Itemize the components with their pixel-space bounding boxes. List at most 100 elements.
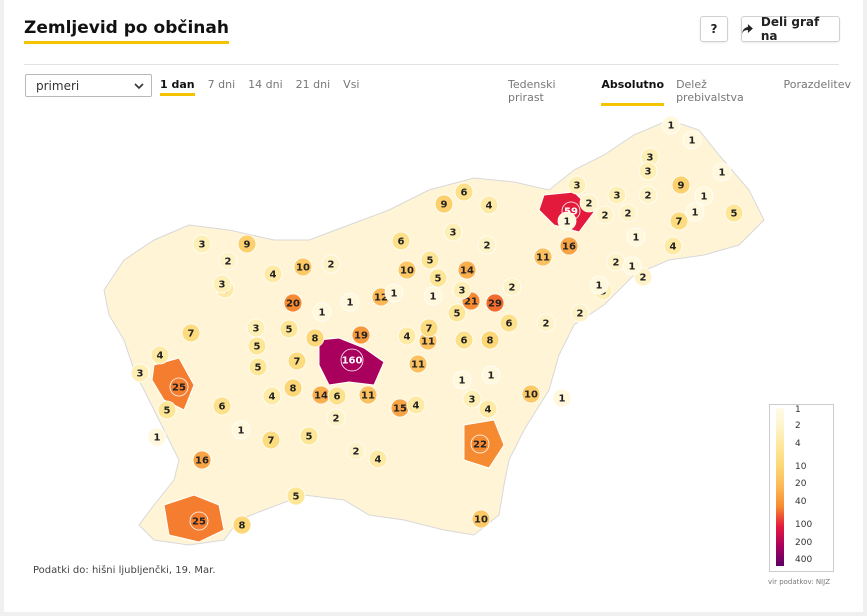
municipality-region[interactable] bbox=[312, 302, 332, 322]
municipality-region[interactable] bbox=[589, 275, 609, 295]
tab-tedenski-prirast[interactable]: Tedenski prirast bbox=[508, 78, 556, 104]
municipality-region[interactable] bbox=[169, 377, 189, 397]
municipality-region[interactable] bbox=[533, 247, 553, 267]
municipality-region[interactable] bbox=[443, 222, 463, 242]
municipality-region[interactable] bbox=[557, 211, 577, 231]
municipality-region[interactable] bbox=[622, 256, 642, 276]
municipality-region[interactable] bbox=[471, 509, 491, 529]
municipality-region[interactable] bbox=[479, 195, 499, 215]
municipality-region[interactable] bbox=[130, 363, 150, 383]
municipality-region[interactable] bbox=[248, 357, 268, 377]
tab-vsi[interactable]: Vsi bbox=[343, 78, 360, 91]
municipality-region[interactable] bbox=[283, 293, 303, 313]
municipality-region[interactable] bbox=[150, 345, 170, 365]
municipality-region[interactable] bbox=[447, 303, 467, 323]
tab-porazdelitev[interactable]: Porazdelitev bbox=[783, 78, 851, 91]
tab-7-dni[interactable]: 7 dni bbox=[207, 78, 236, 91]
municipality-region[interactable] bbox=[454, 182, 474, 202]
municipality-region[interactable] bbox=[669, 211, 689, 231]
municipality-region[interactable] bbox=[346, 441, 366, 461]
municipality-region[interactable] bbox=[340, 348, 364, 372]
municipality-region[interactable] bbox=[694, 186, 714, 206]
municipality-region[interactable] bbox=[283, 378, 303, 398]
help-button[interactable]: ? bbox=[700, 16, 728, 42]
tab-1-dan[interactable]: 1 dan bbox=[160, 78, 195, 96]
municipality-region[interactable] bbox=[237, 234, 257, 254]
municipality-region[interactable] bbox=[480, 330, 500, 350]
share-button[interactable]: Deli graf na bbox=[741, 15, 840, 43]
municipality-region[interactable] bbox=[570, 303, 590, 323]
municipality-region[interactable] bbox=[358, 385, 378, 405]
municipality-region[interactable] bbox=[157, 400, 177, 420]
municipality-region[interactable] bbox=[326, 408, 346, 428]
municipality-region[interactable] bbox=[626, 227, 646, 247]
metric-select[interactable]: primeri bbox=[25, 74, 152, 97]
tab-delez-prebivalstva[interactable]: Delež prebivalstva bbox=[676, 78, 744, 104]
municipality-region[interactable] bbox=[327, 386, 347, 406]
municipality-region[interactable] bbox=[559, 236, 579, 256]
municipality-region[interactable] bbox=[262, 386, 282, 406]
municipality-region[interactable] bbox=[293, 257, 313, 277]
municipality-region[interactable] bbox=[618, 203, 638, 223]
tab-21-dni[interactable]: 21 dni bbox=[295, 78, 331, 91]
municipality-region[interactable] bbox=[397, 326, 417, 346]
municipality-region[interactable] bbox=[638, 161, 658, 181]
municipality-region[interactable] bbox=[212, 396, 232, 416]
municipality-region[interactable] bbox=[246, 318, 266, 338]
municipality-region[interactable] bbox=[595, 205, 615, 225]
municipality-region[interactable] bbox=[567, 175, 587, 195]
municipality-region[interactable] bbox=[420, 250, 440, 270]
municipality-region[interactable] bbox=[521, 384, 541, 404]
municipality-region[interactable] bbox=[181, 323, 201, 343]
municipality-region[interactable] bbox=[470, 434, 490, 454]
municipality-region[interactable] bbox=[423, 286, 443, 306]
municipality-region[interactable] bbox=[579, 193, 599, 213]
municipality-region[interactable] bbox=[607, 185, 627, 205]
municipality-region[interactable] bbox=[671, 175, 691, 195]
municipality-region[interactable] bbox=[712, 162, 732, 182]
municipality-region[interactable] bbox=[434, 194, 454, 214]
municipality-region[interactable] bbox=[212, 274, 232, 294]
municipality-region[interactable] bbox=[147, 427, 167, 447]
municipality-region[interactable] bbox=[428, 268, 448, 288]
municipality-region[interactable] bbox=[408, 354, 428, 374]
municipality-region[interactable] bbox=[299, 426, 319, 446]
municipality-region[interactable] bbox=[218, 251, 238, 271]
municipality-region[interactable] bbox=[452, 370, 472, 390]
tab-14-dni[interactable]: 14 dni bbox=[248, 78, 283, 91]
municipality-region[interactable] bbox=[685, 202, 705, 222]
municipality-region[interactable] bbox=[351, 325, 371, 345]
municipality-region[interactable] bbox=[462, 389, 482, 409]
municipality-region[interactable] bbox=[192, 234, 212, 254]
municipality-region[interactable] bbox=[397, 260, 417, 280]
municipality-region[interactable] bbox=[481, 365, 501, 385]
municipality-region[interactable] bbox=[321, 254, 341, 274]
municipality-region[interactable] bbox=[232, 515, 252, 535]
municipality-region[interactable] bbox=[724, 203, 744, 223]
municipality-region[interactable] bbox=[286, 486, 306, 506]
municipality-region[interactable] bbox=[261, 430, 281, 450]
municipality-region[interactable] bbox=[340, 292, 360, 312]
municipality-region[interactable] bbox=[391, 231, 411, 251]
municipality-region[interactable] bbox=[499, 313, 519, 333]
municipality-region[interactable] bbox=[454, 330, 474, 350]
municipality-region[interactable] bbox=[502, 277, 522, 297]
municipality-region[interactable] bbox=[368, 449, 388, 469]
municipality-region[interactable] bbox=[452, 280, 472, 300]
municipality-region[interactable] bbox=[384, 283, 404, 303]
municipality-region[interactable] bbox=[406, 395, 426, 415]
municipality-region[interactable] bbox=[419, 318, 439, 338]
municipality-region[interactable] bbox=[305, 328, 325, 348]
municipality-region[interactable] bbox=[192, 450, 212, 470]
municipality-region[interactable] bbox=[477, 235, 497, 255]
municipality-region[interactable] bbox=[682, 130, 702, 150]
municipality-region[interactable] bbox=[279, 319, 299, 339]
municipality-region[interactable] bbox=[231, 420, 251, 440]
municipality-region[interactable] bbox=[189, 511, 209, 531]
municipality-region[interactable] bbox=[536, 313, 556, 333]
municipality-region[interactable] bbox=[638, 185, 658, 205]
tab-absolutno[interactable]: Absolutno bbox=[601, 78, 665, 106]
municipality-region[interactable] bbox=[552, 388, 572, 408]
municipality-region[interactable] bbox=[478, 399, 498, 419]
municipality-region[interactable] bbox=[663, 236, 683, 256]
